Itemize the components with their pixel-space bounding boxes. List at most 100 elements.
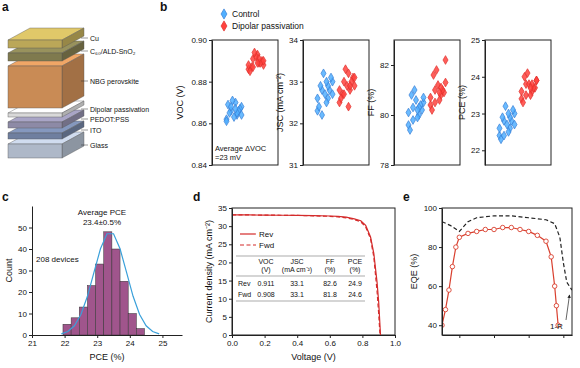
data-point <box>518 227 523 232</box>
table-header: FF <box>326 258 335 265</box>
tick-label: 10 <box>218 295 227 304</box>
table: VOC(V)JSC(mA cm⁻²)FF(%)PCE(%)Rev0.91133.… <box>236 256 365 301</box>
data-point <box>447 288 452 293</box>
series-line <box>61 234 159 334</box>
tick-label: 15 <box>218 277 227 286</box>
annotation: 23.4±0.5% <box>83 218 121 227</box>
bar <box>104 232 112 335</box>
data-point <box>504 120 509 129</box>
layer-front <box>8 144 62 158</box>
tick: 23 <box>471 110 485 119</box>
legend-line <box>240 244 256 245</box>
legend-label: Fwd <box>259 241 274 250</box>
tick-mark <box>391 115 394 116</box>
data-point <box>525 69 530 78</box>
data-point <box>528 83 533 92</box>
tick: 20 <box>218 258 232 267</box>
tick: 30 <box>218 222 232 231</box>
data-point <box>352 73 357 82</box>
data-point <box>466 231 471 236</box>
tick-label: 22 <box>471 146 480 155</box>
bar <box>128 314 136 336</box>
table-cell: 24.6 <box>348 291 362 298</box>
tick: 0.84 <box>191 161 212 170</box>
leader-line <box>81 38 88 39</box>
tick-label: 0.4 <box>292 339 304 348</box>
histogram-panel: 212223242501020304050CountPCE (%)Average… <box>4 207 183 363</box>
tick: 50 <box>18 224 32 233</box>
table-header: PCE <box>348 258 363 265</box>
axis-line <box>32 207 33 336</box>
tick-label: 5 <box>223 313 228 322</box>
tick-mark <box>29 314 32 315</box>
panel-label: b <box>160 0 167 14</box>
legend-label: Rev <box>259 230 273 239</box>
tick-mark <box>297 335 298 338</box>
tick-mark <box>209 123 212 124</box>
tick-label: 60 <box>428 282 437 291</box>
tick: 22 <box>61 335 70 348</box>
axis-title: Voltage (V) <box>291 352 336 362</box>
tick: 24 <box>471 73 485 82</box>
layer-front <box>8 66 62 108</box>
data-point <box>501 131 506 140</box>
tick: 10 <box>18 310 32 319</box>
data-point <box>337 86 342 95</box>
tick-label: 0.86 <box>191 119 207 128</box>
tick-mark <box>229 226 232 227</box>
layer-label: C₆₀/ALD-SnO₂ <box>90 48 136 55</box>
tick: 1.0 <box>390 335 402 348</box>
data-point <box>454 245 459 250</box>
leader-line <box>81 51 88 52</box>
data-point <box>233 104 238 113</box>
data-point <box>413 96 418 105</box>
data-point <box>520 98 525 107</box>
plot-marks <box>406 56 448 135</box>
data-point <box>443 78 448 87</box>
panel-label: e <box>403 190 410 204</box>
panel-label: d <box>193 190 200 204</box>
tick-mark <box>300 40 303 41</box>
tick-label: 0.0 <box>227 339 239 348</box>
tick-label: 25 <box>218 240 227 249</box>
tick-mark <box>209 40 212 41</box>
tick <box>563 335 564 338</box>
tick-mark <box>529 335 530 338</box>
tick-label: 34 <box>289 36 298 45</box>
legend: ControlDipolar passivation <box>221 9 304 31</box>
layer-label: Cu <box>90 35 99 42</box>
tick: 40 <box>428 321 442 330</box>
data-point <box>503 102 508 111</box>
plot-frame <box>485 40 551 165</box>
data-point <box>443 307 448 312</box>
tick-label: 31 <box>289 161 298 170</box>
tick-label: 21 <box>28 339 37 348</box>
data-point <box>410 103 415 112</box>
data-point <box>321 69 326 78</box>
leader-line <box>81 130 88 131</box>
tick-label: 23 <box>471 110 480 119</box>
plot-marks <box>497 69 539 144</box>
plot-frame <box>442 208 572 335</box>
data-point <box>406 108 411 117</box>
tick-mark <box>300 165 303 166</box>
tick-label: 0.84 <box>191 161 207 170</box>
data-point <box>450 264 455 269</box>
tick-mark <box>391 65 394 66</box>
axis-line <box>442 209 443 336</box>
leader-line <box>81 119 88 120</box>
data-point <box>347 81 352 90</box>
data-point <box>250 63 255 72</box>
layer <box>8 28 84 48</box>
tick-label: 78 <box>380 161 389 170</box>
tick-label: 80 <box>428 243 437 252</box>
data-point <box>483 227 488 232</box>
data-point <box>246 61 251 70</box>
layer-label: Dipolar passivation <box>90 106 149 114</box>
series-line <box>232 215 380 335</box>
tick <box>529 335 530 338</box>
tick: 78 <box>380 161 394 170</box>
data-point <box>549 255 554 260</box>
data-point <box>341 90 346 99</box>
tick: 31 <box>289 161 303 170</box>
